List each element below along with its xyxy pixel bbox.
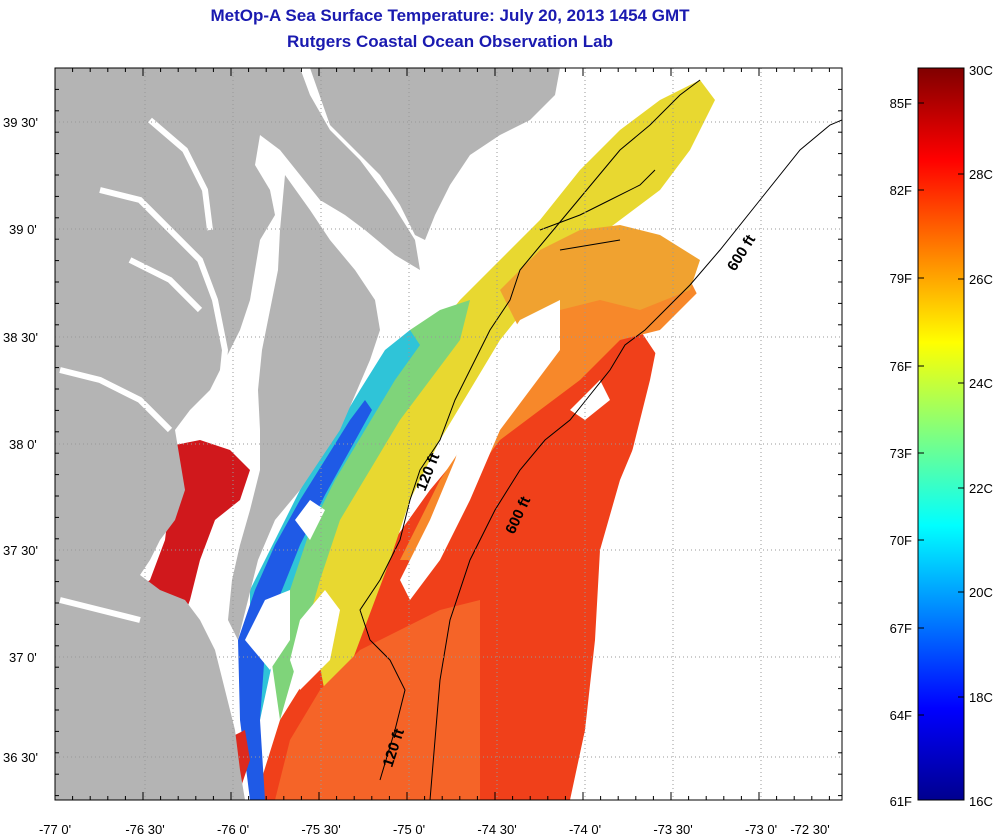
land-mainland bbox=[55, 68, 420, 800]
land-delmarva bbox=[228, 175, 380, 640]
colorbar-label-85f: 85F bbox=[890, 96, 912, 111]
colorbar-label-82f: 82F bbox=[890, 183, 912, 198]
colorbar-label-20c: 20C bbox=[969, 585, 993, 600]
map-minor-ticks bbox=[54, 67, 842, 800]
sst-orange-band bbox=[400, 240, 700, 560]
title-line-2: Rutgers Coastal Ocean Observation Lab bbox=[287, 32, 613, 51]
contour-600ft bbox=[429, 119, 842, 800]
colorbar: 85F 82F 79F 76F 73F 70F 67F 64F 61F 30C … bbox=[890, 63, 993, 809]
sst-blue-coastal bbox=[238, 400, 372, 800]
contour-120ft bbox=[359, 79, 701, 781]
colorbar-label-22c: 22C bbox=[969, 481, 993, 496]
no-data-east bbox=[590, 160, 842, 800]
latitude-labels: 39 30' 39 0' 38 30' 38 0' 37 30' 37 0' 3… bbox=[3, 115, 38, 765]
bathymetry-contours bbox=[359, 79, 842, 800]
lon-label-73-30: -73 30' bbox=[653, 822, 692, 837]
colorbar-label-70f: 70F bbox=[890, 533, 912, 548]
map-panel: 120 ft 120 ft 600 ft 600 ft bbox=[55, 68, 842, 800]
longitude-labels: -77 0' -76 30' -76 0' -75 30' -75 0' -74… bbox=[39, 822, 830, 837]
lat-label-37-0: 37 0' bbox=[9, 650, 37, 665]
cloud-hole-2 bbox=[295, 500, 325, 540]
lon-label-75-0: -75 0' bbox=[393, 822, 425, 837]
lat-label-38-0: 38 0' bbox=[9, 437, 37, 452]
lon-label-73-0: -73 0' bbox=[745, 822, 777, 837]
cloud-hole-5 bbox=[570, 380, 610, 420]
sst-field bbox=[120, 75, 842, 800]
lon-label-74-30: -74 30' bbox=[477, 822, 516, 837]
colorbar-label-64f: 64F bbox=[890, 708, 912, 723]
chesapeake-tributaries bbox=[59, 117, 229, 623]
colorbar-gradient bbox=[917, 67, 965, 801]
land-new-jersey bbox=[310, 68, 560, 240]
lon-label-76-0: -76 0' bbox=[217, 822, 249, 837]
lat-label-36-30: 36 30' bbox=[3, 750, 38, 765]
colorbar-label-30c: 30C bbox=[969, 63, 993, 78]
land-areas bbox=[55, 68, 560, 800]
lat-label-39-0: 39 0' bbox=[9, 222, 37, 237]
no-data-northwest bbox=[370, 75, 680, 330]
colorbar-label-28c: 28C bbox=[969, 167, 993, 182]
colorbar-label-79f: 79F bbox=[890, 271, 912, 286]
colorbar-label-76f: 76F bbox=[890, 359, 912, 374]
colorbar-label-73f: 73F bbox=[890, 446, 912, 461]
sst-orange-north bbox=[500, 225, 700, 330]
lon-label-74-0: -74 0' bbox=[569, 822, 601, 837]
cloud-hole-3 bbox=[245, 590, 290, 670]
lon-label-72-30: -72 30' bbox=[790, 822, 829, 837]
title-line-1: MetOp-A Sea Surface Temperature: July 20… bbox=[210, 6, 690, 25]
colorbar-label-16c: 16C bbox=[969, 794, 993, 809]
colorbar-label-18c: 18C bbox=[969, 690, 993, 705]
lon-label-77-0: -77 0' bbox=[39, 822, 71, 837]
lat-label-39-30: 39 30' bbox=[3, 115, 38, 130]
lon-label-76-30: -76 30' bbox=[125, 822, 164, 837]
colorbar-ticks bbox=[918, 102, 964, 716]
lat-label-37-30: 37 30' bbox=[3, 543, 38, 558]
cloud-hole-4 bbox=[290, 590, 340, 690]
lat-label-38-30: 38 30' bbox=[3, 330, 38, 345]
sst-warm-south bbox=[275, 600, 480, 800]
map-frame bbox=[54, 67, 843, 801]
sst-cyan-coastal bbox=[250, 330, 420, 720]
colorbar-label-67f: 67F bbox=[890, 621, 912, 636]
colorbar-label-26c: 26C bbox=[969, 272, 993, 287]
colorbar-label-61f: 61F bbox=[890, 794, 912, 809]
colorbar-label-24c: 24C bbox=[969, 376, 993, 391]
lon-label-75-30: -75 30' bbox=[301, 822, 340, 837]
cloud-hole-1 bbox=[400, 300, 560, 600]
